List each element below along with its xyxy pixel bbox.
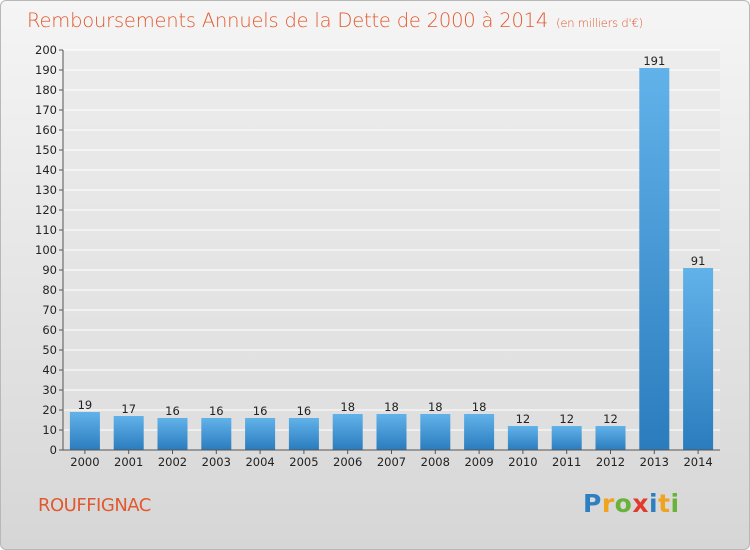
- y-tick-label: 170: [35, 103, 57, 117]
- bar-2005: [288, 418, 319, 450]
- logo-letter: x: [632, 489, 649, 518]
- data-label-2013: 191: [643, 54, 665, 68]
- bar-2013: [639, 68, 670, 450]
- x-tick-label-2003: 2003: [202, 455, 231, 469]
- bar-2002: [157, 418, 188, 450]
- x-tick-label-2013: 2013: [640, 455, 669, 469]
- x-tick-label-2002: 2002: [158, 455, 187, 469]
- y-tick-label: 190: [35, 63, 57, 77]
- data-label-2008: 18: [428, 400, 443, 414]
- logo-letter: i: [670, 489, 680, 518]
- y-tick-label: 100: [35, 243, 57, 257]
- bar-2008: [420, 414, 451, 450]
- y-tick-label: 50: [42, 343, 57, 357]
- y-tick-label: 30: [42, 383, 57, 397]
- commune-name: ROUFFIGNAC: [38, 495, 151, 516]
- data-label-2014: 91: [691, 254, 706, 268]
- data-label-2005: 16: [297, 404, 312, 418]
- y-tick-label: 60: [42, 323, 57, 337]
- bar-2001: [113, 416, 144, 450]
- data-label-2001: 17: [121, 402, 136, 416]
- logo-letter: r: [601, 489, 615, 518]
- data-label-2012: 12: [603, 412, 618, 426]
- y-tick-label: 180: [35, 83, 57, 97]
- data-label-2010: 12: [516, 412, 531, 426]
- bar-2006: [332, 414, 363, 450]
- bar-2009: [464, 414, 495, 450]
- y-tick-label: 80: [42, 283, 57, 297]
- y-tick-label: 130: [35, 183, 57, 197]
- x-tick-label-2006: 2006: [333, 455, 362, 469]
- x-tick-label-2014: 2014: [683, 455, 712, 469]
- y-tick-label: 200: [35, 43, 57, 57]
- y-tick-label: 70: [42, 303, 57, 317]
- data-label-2007: 18: [384, 400, 399, 414]
- logo-letter: P: [583, 489, 602, 518]
- y-tick-label: 90: [42, 263, 57, 277]
- x-tick-label-2001: 2001: [114, 455, 143, 469]
- bar-2007: [376, 414, 407, 450]
- bar-2010: [507, 426, 538, 450]
- data-label-2004: 16: [253, 404, 268, 418]
- bar-2000: [69, 412, 100, 450]
- chart-title: Remboursements Annuels de la Dette de 20…: [27, 9, 643, 32]
- logo-letter: t: [658, 489, 671, 518]
- y-tick-label: 40: [42, 363, 57, 377]
- bar-2004: [245, 418, 276, 450]
- bar-2014: [683, 268, 714, 450]
- y-tick-label: 150: [35, 143, 57, 157]
- y-tick-label: 140: [35, 163, 57, 177]
- data-label-2009: 18: [472, 400, 487, 414]
- data-label-2011: 12: [559, 412, 574, 426]
- x-tick-label-2011: 2011: [552, 455, 581, 469]
- bar-2011: [551, 426, 582, 450]
- x-tick-label-2007: 2007: [377, 455, 406, 469]
- x-tick-label-2004: 2004: [245, 455, 274, 469]
- bar-2003: [201, 418, 232, 450]
- y-tick-label: 120: [35, 203, 57, 217]
- data-label-2000: 19: [78, 398, 93, 412]
- proxiti-logo: Proxiti: [583, 489, 680, 518]
- x-tick-label-2005: 2005: [289, 455, 318, 469]
- logo-letter: i: [649, 489, 659, 518]
- logo-letter: o: [614, 489, 633, 518]
- x-tick-label-2012: 2012: [596, 455, 625, 469]
- data-label-2002: 16: [165, 404, 180, 418]
- data-label-2003: 16: [209, 404, 224, 418]
- x-tick-label-2000: 2000: [70, 455, 99, 469]
- x-tick-label-2008: 2008: [421, 455, 450, 469]
- y-tick-label: 10: [42, 423, 57, 437]
- x-tick-label-2010: 2010: [508, 455, 537, 469]
- bar-2012: [595, 426, 626, 450]
- y-tick-label: 110: [35, 223, 57, 237]
- y-tick-label: 20: [42, 403, 57, 417]
- x-tick-label-2009: 2009: [464, 455, 493, 469]
- data-label-2006: 18: [340, 400, 355, 414]
- unit-label: (en milliers d'€): [556, 16, 643, 30]
- y-tick-label: 160: [35, 123, 57, 137]
- y-tick-label: 0: [50, 443, 57, 457]
